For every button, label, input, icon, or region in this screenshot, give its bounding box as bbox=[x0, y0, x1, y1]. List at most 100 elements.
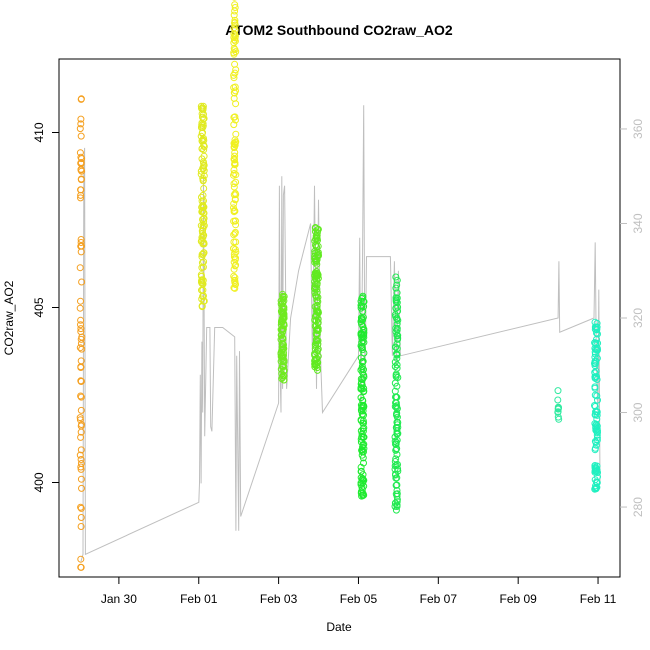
data-point bbox=[393, 424, 401, 432]
data-point bbox=[393, 364, 401, 372]
data-point bbox=[198, 119, 206, 127]
x-tick-label: Feb 07 bbox=[420, 592, 458, 606]
data-point bbox=[357, 375, 365, 383]
chart-title: ATOM2 Southbound CO2raw_AO2 bbox=[225, 22, 453, 38]
data-point bbox=[232, 130, 240, 138]
data-point bbox=[391, 403, 399, 411]
data-point bbox=[359, 489, 367, 497]
data-point bbox=[592, 484, 599, 492]
data-point bbox=[231, 207, 239, 215]
data-point bbox=[393, 294, 401, 302]
data-point bbox=[77, 465, 85, 473]
data-point bbox=[198, 259, 206, 267]
data-point bbox=[312, 355, 320, 363]
data-point bbox=[77, 406, 85, 414]
data-point bbox=[280, 367, 288, 375]
data-point bbox=[591, 402, 598, 409]
data-point bbox=[230, 143, 238, 151]
data-point bbox=[232, 66, 240, 74]
y-tick-label: 405 bbox=[32, 297, 46, 317]
secondary-series-line bbox=[80, 105, 601, 562]
data-point bbox=[391, 437, 399, 445]
data-point bbox=[393, 289, 401, 297]
data-point bbox=[391, 502, 399, 510]
data-point bbox=[594, 396, 601, 404]
data-point bbox=[77, 392, 85, 400]
data-point bbox=[199, 158, 207, 166]
data-point bbox=[591, 403, 599, 410]
data-point bbox=[392, 440, 399, 448]
data-point bbox=[280, 363, 288, 370]
data-point bbox=[199, 191, 207, 199]
data-point bbox=[357, 380, 365, 388]
data-point bbox=[77, 433, 85, 441]
y-axis-label: CO2raw_AO2 bbox=[2, 280, 16, 355]
x-tick-label: Feb 11 bbox=[580, 592, 617, 606]
data-point bbox=[593, 329, 600, 337]
data-point bbox=[313, 304, 321, 312]
data-point bbox=[391, 387, 399, 395]
data-point bbox=[197, 132, 205, 140]
data-point bbox=[394, 467, 402, 475]
data-point bbox=[392, 490, 400, 498]
data-point bbox=[77, 316, 85, 324]
data-point bbox=[231, 34, 239, 42]
y2-tick-label: 340 bbox=[631, 213, 645, 233]
data-point bbox=[77, 176, 85, 184]
data-point bbox=[231, 19, 238, 27]
data-point bbox=[359, 346, 366, 354]
data-point bbox=[77, 523, 85, 530]
data-point bbox=[359, 471, 367, 479]
data-point bbox=[77, 393, 85, 401]
data-point bbox=[393, 354, 401, 362]
data-point bbox=[77, 186, 84, 194]
data-point bbox=[77, 325, 85, 333]
data-point bbox=[357, 394, 365, 402]
data-point bbox=[360, 349, 368, 357]
x-tick-label: Feb 05 bbox=[340, 592, 378, 606]
data-point bbox=[359, 441, 367, 449]
x-tick-label: Jan 30 bbox=[101, 592, 137, 606]
cluster-5 bbox=[357, 292, 368, 500]
data-point bbox=[357, 481, 365, 488]
data-point bbox=[232, 248, 240, 256]
data-point bbox=[77, 428, 85, 436]
data-point bbox=[231, 69, 239, 77]
data-point bbox=[199, 203, 207, 211]
data-point bbox=[314, 319, 322, 327]
data-point bbox=[231, 31, 239, 38]
data-point bbox=[231, 4, 239, 11]
data-point bbox=[230, 253, 238, 261]
data-point bbox=[359, 479, 367, 487]
data-point bbox=[230, 180, 238, 188]
data-point bbox=[279, 309, 287, 317]
data-point bbox=[393, 281, 401, 289]
data-point bbox=[198, 280, 206, 288]
data-point bbox=[197, 222, 205, 230]
data-point bbox=[277, 326, 285, 334]
x-axis-label: Date bbox=[326, 620, 352, 634]
data-point bbox=[591, 353, 599, 361]
data-point bbox=[313, 331, 320, 339]
data-point bbox=[230, 94, 238, 102]
y2-tick-label: 300 bbox=[631, 402, 645, 422]
data-point bbox=[279, 292, 287, 300]
data-point bbox=[392, 284, 400, 292]
data-point bbox=[77, 563, 85, 571]
data-point bbox=[313, 285, 321, 293]
data-point bbox=[279, 290, 287, 298]
data-point bbox=[76, 416, 84, 424]
data-point bbox=[393, 411, 401, 419]
data-point bbox=[197, 167, 205, 175]
data-point bbox=[593, 415, 601, 423]
data-point bbox=[314, 345, 322, 353]
data-point bbox=[77, 357, 85, 365]
data-point bbox=[77, 475, 85, 483]
data-point bbox=[231, 217, 239, 225]
data-point bbox=[77, 120, 85, 128]
data-point bbox=[392, 471, 399, 479]
data-point bbox=[314, 315, 322, 323]
data-point bbox=[594, 469, 601, 477]
data-point bbox=[279, 328, 287, 336]
data-point bbox=[277, 353, 285, 361]
